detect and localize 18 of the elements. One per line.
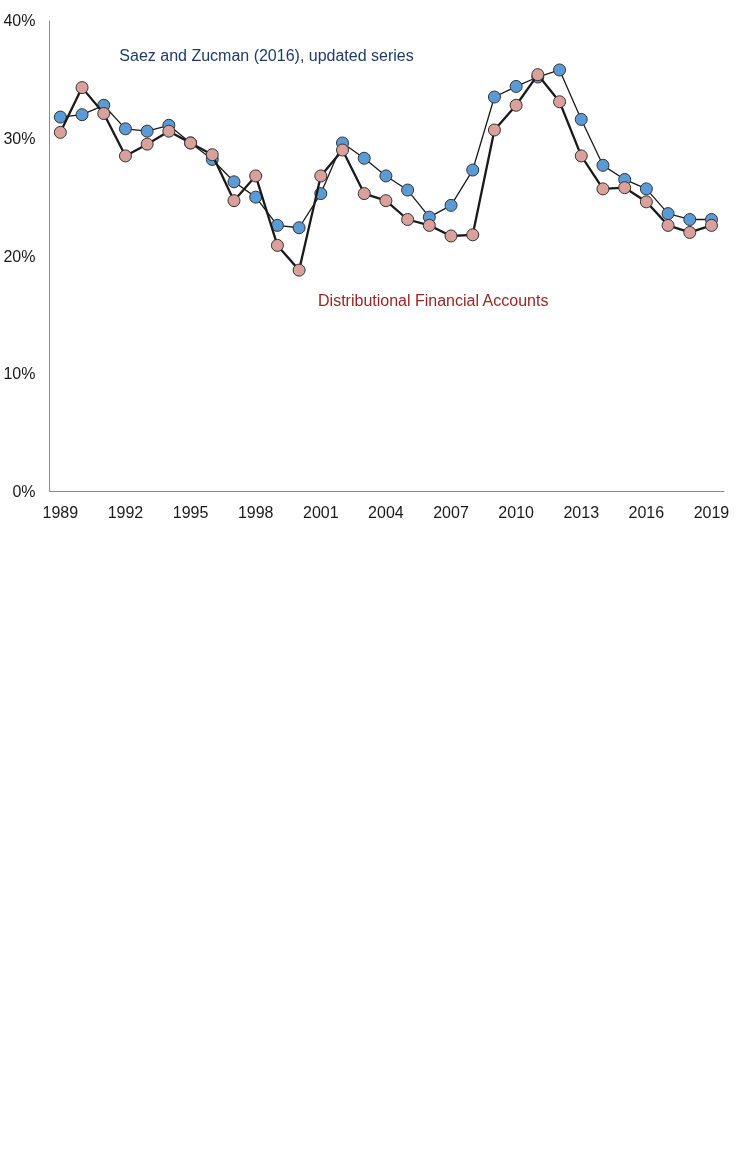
- x-tick-label: 1992: [107, 503, 144, 521]
- x-tick-label: 2001: [303, 503, 339, 521]
- x-tick-label: 2013: [563, 503, 600, 521]
- x-tick-label: 2019: [693, 503, 730, 521]
- text: Saez and Zucman (2016), updated series: [119, 47, 414, 65]
- series-label: Distributional Financial Accounts: [318, 292, 549, 310]
- x-tick-label: 1995: [172, 503, 209, 521]
- y-tick-label: 20%: [3, 247, 36, 265]
- y-tick-label: 10%: [3, 365, 36, 383]
- y-tick-label: 30%: [3, 129, 36, 147]
- x-tick-label: 2016: [628, 503, 665, 521]
- x-tick-label: 2007: [433, 503, 469, 521]
- x-tick-label: 1989: [42, 503, 79, 521]
- y-tick-label: 40%: [3, 12, 36, 29]
- x-tick-label: 2010: [498, 503, 535, 521]
- x-tick-label: 1998: [237, 503, 274, 521]
- y-tick-label: 0%: [12, 483, 36, 500]
- x-tick-label: 2004: [368, 503, 404, 521]
